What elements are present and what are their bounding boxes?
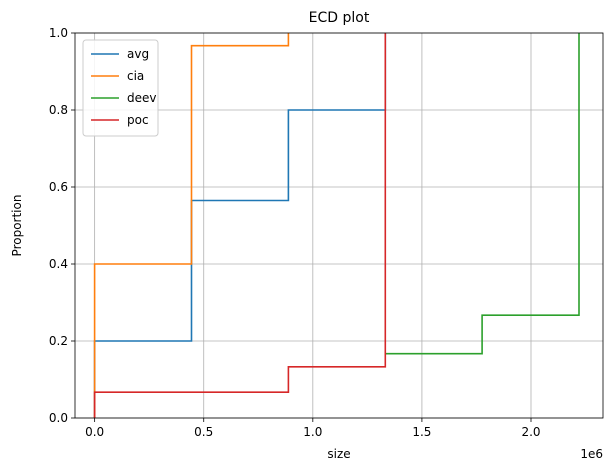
series-line-deev — [385, 33, 580, 355]
legend-label-poc: poc — [127, 113, 149, 127]
x-axis-label: size — [327, 447, 350, 461]
y-axis-label: Proportion — [10, 195, 24, 257]
y-tick-label: 0.4 — [49, 257, 68, 271]
legend-box — [82, 39, 159, 137]
series-line-cia — [93, 33, 290, 418]
y-tick-label: 0.0 — [49, 411, 68, 425]
chart-title: ECD plot — [309, 10, 370, 26]
axis-ticks: 0.0 0.5 1.0 1.5 2.0 0.0 0.2 0.4 0.6 0.8 1.0 — [49, 26, 541, 439]
legend-label-deev: deev — [127, 91, 156, 105]
y-tick-label: 0.6 — [49, 180, 68, 194]
x-tick-label: 1.0 — [303, 425, 322, 439]
y-tick-label: 0.8 — [49, 103, 68, 117]
x-tick-label: 2.0 — [521, 425, 540, 439]
series-lines — [93, 33, 580, 418]
legend-label-avg: avg — [127, 47, 149, 61]
x-axis-offset-label: 1e6 — [580, 447, 603, 461]
series-line-avg — [93, 33, 387, 418]
series-line-poc — [93, 33, 387, 418]
x-tick-label: 1.5 — [412, 425, 431, 439]
y-tick-label: 1.0 — [49, 26, 68, 40]
y-tick-label: 0.2 — [49, 334, 68, 348]
x-tick-label: 0.0 — [85, 425, 104, 439]
legend: avg cia deev poc — [82, 39, 159, 137]
x-tick-label: 0.5 — [194, 425, 213, 439]
plot-frame — [74, 32, 604, 419]
legend-label-cia: cia — [127, 69, 144, 83]
